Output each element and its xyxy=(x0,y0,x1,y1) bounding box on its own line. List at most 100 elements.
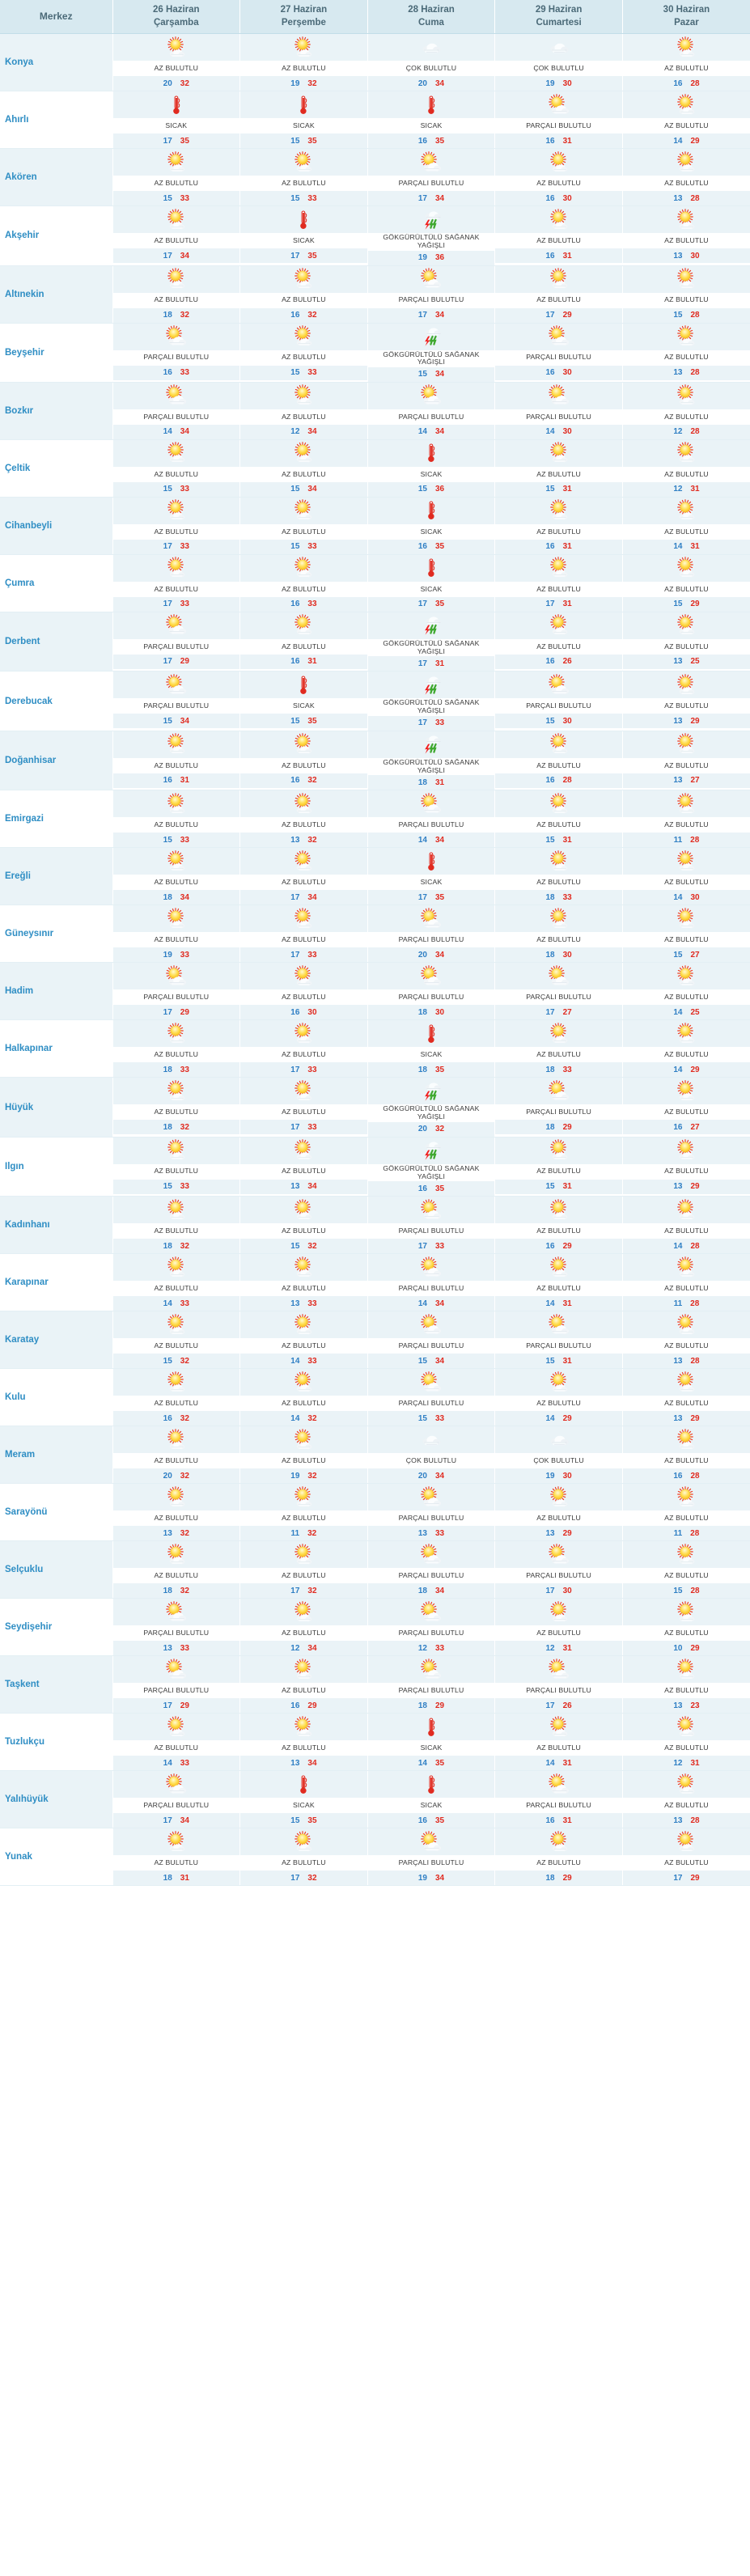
forecast-cell[interactable]: PARÇALI BULUTLU 19 34 xyxy=(367,1828,496,1887)
forecast-cell[interactable]: AZ BULUTLU 14 32 xyxy=(239,1368,368,1427)
forecast-cell[interactable]: AZ BULUTLU 16 30 xyxy=(239,962,368,1021)
district-name-yunak[interactable]: Yunak xyxy=(0,1828,113,1887)
forecast-cell[interactable]: PARÇALI BULUTLU 18 30 xyxy=(367,962,496,1021)
forecast-cell[interactable]: PARÇALI BULUTLU 15 30 xyxy=(494,671,623,731)
forecast-cell[interactable]: AZ BULUTLU 16 31 xyxy=(112,731,241,791)
forecast-cell[interactable]: AZ BULUTLU 13 27 xyxy=(622,731,750,791)
forecast-cell[interactable]: AZ BULUTLU 14 28 xyxy=(622,1196,750,1255)
forecast-cell[interactable]: AZ BULUTLU 12 31 xyxy=(622,439,750,498)
district-name-altınekin[interactable]: Altınekin xyxy=(0,265,113,324)
forecast-cell[interactable]: PARÇALI BULUTLU 15 33 xyxy=(367,1368,496,1427)
forecast-cell[interactable]: PARÇALI BULUTLU 16 31 xyxy=(494,1770,623,1829)
forecast-cell[interactable]: AZ BULUTLU 15 33 xyxy=(239,148,368,207)
forecast-cell[interactable]: AZ BULUTLU 15 31 xyxy=(494,1137,623,1197)
forecast-cell[interactable]: AZ BULUTLU 18 32 xyxy=(112,1196,241,1255)
forecast-cell[interactable]: AZ BULUTLU 17 31 xyxy=(494,554,623,612)
forecast-cell[interactable]: PARÇALI BULUTLU 20 34 xyxy=(367,905,496,964)
forecast-cell[interactable]: AZ BULUTLU 16 27 xyxy=(622,1077,750,1138)
forecast-cell[interactable]: AZ BULUTLU 17 33 xyxy=(112,554,241,612)
forecast-cell[interactable]: PARÇALI BULUTLU 15 34 xyxy=(112,671,241,731)
forecast-cell[interactable]: ÇOK BULUTLU 20 34 xyxy=(367,33,496,92)
forecast-cell[interactable]: AZ BULUTLU 13 32 xyxy=(239,790,368,849)
forecast-cell[interactable]: AZ BULUTLU 16 32 xyxy=(239,731,368,791)
forecast-cell[interactable]: PARÇALI BULUTLU 17 34 xyxy=(367,148,496,207)
forecast-cell[interactable]: AZ BULUTLU 17 34 xyxy=(112,205,241,266)
forecast-cell[interactable]: AZ BULUTLU 15 28 xyxy=(622,1540,750,1599)
forecast-cell[interactable]: AZ BULUTLU 18 32 xyxy=(112,1540,241,1599)
forecast-cell[interactable]: GÖKGÜRÜLTÜLÜ SAĞANAK YAĞIŞLI 15 34 xyxy=(367,323,496,383)
forecast-cell[interactable]: AZ BULUTLU 15 27 xyxy=(622,905,750,964)
district-name-doğanhisar[interactable]: Doğanhisar xyxy=(0,731,113,791)
forecast-cell[interactable]: AZ BULUTLU 18 32 xyxy=(112,265,241,324)
forecast-cell[interactable]: AZ BULUTLU 18 34 xyxy=(112,847,241,906)
forecast-cell[interactable]: PARÇALI BULUTLU 16 31 xyxy=(494,91,623,150)
forecast-cell[interactable]: PARÇALI BULUTLU 14 34 xyxy=(367,790,496,849)
forecast-cell[interactable]: SICAK 15 35 xyxy=(239,91,368,150)
district-name-konya[interactable]: Konya xyxy=(0,33,113,92)
forecast-cell[interactable]: PARÇALI BULUTLU 17 34 xyxy=(367,265,496,324)
forecast-cell[interactable]: PARÇALI BULUTLU 17 29 xyxy=(112,962,241,1021)
forecast-cell[interactable]: AZ BULUTLU 18 32 xyxy=(112,1077,241,1138)
district-name-beyşehir[interactable]: Beyşehir xyxy=(0,323,113,383)
forecast-cell[interactable]: SICAK 15 35 xyxy=(239,671,368,731)
forecast-cell[interactable]: AZ BULUTLU 15 32 xyxy=(239,1196,368,1255)
district-name-sarayönü[interactable]: Sarayönü xyxy=(0,1483,113,1542)
forecast-cell[interactable]: AZ BULUTLU 15 31 xyxy=(494,439,623,498)
forecast-cell[interactable]: AZ BULUTLU 19 32 xyxy=(239,33,368,92)
forecast-cell[interactable]: PARÇALI BULUTLU 18 29 xyxy=(367,1655,496,1714)
forecast-cell[interactable]: AZ BULUTLU 11 28 xyxy=(622,1483,750,1542)
forecast-cell[interactable]: AZ BULUTLU 18 30 xyxy=(494,905,623,964)
district-name-karapınar[interactable]: Karapınar xyxy=(0,1253,113,1312)
district-name-kadınhanı[interactable]: Kadınhanı xyxy=(0,1196,113,1255)
forecast-cell[interactable]: AZ BULUTLU 18 33 xyxy=(494,847,623,906)
district-name-karatay[interactable]: Karatay xyxy=(0,1311,113,1370)
forecast-cell[interactable]: GÖKGÜRÜLTÜLÜ SAĞANAK YAĞIŞLI 18 31 xyxy=(367,731,496,791)
forecast-cell[interactable]: AZ BULUTLU 12 31 xyxy=(622,1713,750,1772)
forecast-cell[interactable]: AZ BULUTLU 11 32 xyxy=(239,1483,368,1542)
forecast-cell[interactable]: PARÇALI BULUTLU 16 33 xyxy=(112,323,241,383)
district-name-cihanbeyli[interactable]: Cihanbeyli xyxy=(0,497,113,555)
forecast-cell[interactable]: AZ BULUTLU 17 32 xyxy=(239,1828,368,1887)
forecast-cell[interactable]: AZ BULUTLU 13 28 xyxy=(622,1770,750,1829)
forecast-cell[interactable]: AZ BULUTLU 16 28 xyxy=(494,731,623,791)
district-name-ilgın[interactable]: Ilgın xyxy=(0,1137,113,1197)
forecast-cell[interactable]: AZ BULUTLU 12 34 xyxy=(239,382,368,440)
forecast-cell[interactable]: PARÇALI BULUTLU 15 31 xyxy=(494,1311,623,1370)
forecast-cell[interactable]: AZ BULUTLU 14 31 xyxy=(494,1253,623,1312)
forecast-cell[interactable]: AZ BULUTLU 13 28 xyxy=(622,1311,750,1370)
forecast-cell[interactable]: AZ BULUTLU 18 29 xyxy=(494,1828,623,1887)
forecast-cell[interactable]: GÖKGÜRÜLTÜLÜ SAĞANAK YAĞIŞLI 20 32 xyxy=(367,1077,496,1138)
district-name-güneysınır[interactable]: Güneysınır xyxy=(0,905,113,964)
forecast-cell[interactable]: AZ BULUTLU 15 31 xyxy=(494,790,623,849)
forecast-cell[interactable]: PARÇALI BULUTLU 17 26 xyxy=(494,1655,623,1714)
forecast-cell[interactable]: AZ BULUTLU 11 28 xyxy=(622,790,750,849)
forecast-cell[interactable]: PARÇALI BULUTLU 17 29 xyxy=(112,1655,241,1714)
district-name-yalıhüyük[interactable]: Yalıhüyük xyxy=(0,1770,113,1829)
district-name-ereğli[interactable]: Ereğli xyxy=(0,847,113,906)
forecast-cell[interactable]: AZ BULUTLU 12 34 xyxy=(239,1598,368,1657)
forecast-cell[interactable]: AZ BULUTLU 13 30 xyxy=(622,205,750,266)
forecast-cell[interactable]: AZ BULUTLU 15 34 xyxy=(239,439,368,498)
forecast-cell[interactable]: PARÇALI BULUTLU 17 33 xyxy=(367,1196,496,1255)
district-name-hüyük[interactable]: Hüyük xyxy=(0,1077,113,1138)
district-name-emirgazi[interactable]: Emirgazi xyxy=(0,790,113,849)
forecast-cell[interactable]: SICAK 15 35 xyxy=(239,1770,368,1829)
district-name-akören[interactable]: Akören xyxy=(0,148,113,207)
forecast-cell[interactable]: AZ BULUTLU 14 33 xyxy=(112,1713,241,1772)
forecast-cell[interactable]: AZ BULUTLU 14 29 xyxy=(494,1368,623,1427)
district-name-bozkır[interactable]: Bozkır xyxy=(0,382,113,440)
forecast-cell[interactable]: ÇOK BULUTLU 19 30 xyxy=(494,1426,623,1485)
forecast-cell[interactable]: AZ BULUTLU 17 32 xyxy=(239,1540,368,1599)
forecast-cell[interactable]: SICAK 17 35 xyxy=(112,91,241,150)
forecast-cell[interactable]: AZ BULUTLU 16 29 xyxy=(239,1655,368,1714)
forecast-cell[interactable]: AZ BULUTLU 13 32 xyxy=(112,1483,241,1542)
forecast-cell[interactable]: PARÇALI BULUTLU 17 34 xyxy=(112,1770,241,1829)
forecast-cell[interactable]: AZ BULUTLU 10 29 xyxy=(622,1598,750,1657)
forecast-cell[interactable]: AZ BULUTLU 14 25 xyxy=(622,962,750,1021)
forecast-cell[interactable]: AZ BULUTLU 12 31 xyxy=(494,1598,623,1657)
forecast-cell[interactable]: PARÇALI BULUTLU 13 33 xyxy=(112,1598,241,1657)
district-name-akşehir[interactable]: Akşehir xyxy=(0,205,113,266)
forecast-cell[interactable]: AZ BULUTLU 14 31 xyxy=(622,497,750,555)
forecast-cell[interactable]: SICAK 16 35 xyxy=(367,91,496,150)
forecast-cell[interactable]: AZ BULUTLU 12 28 xyxy=(622,382,750,440)
